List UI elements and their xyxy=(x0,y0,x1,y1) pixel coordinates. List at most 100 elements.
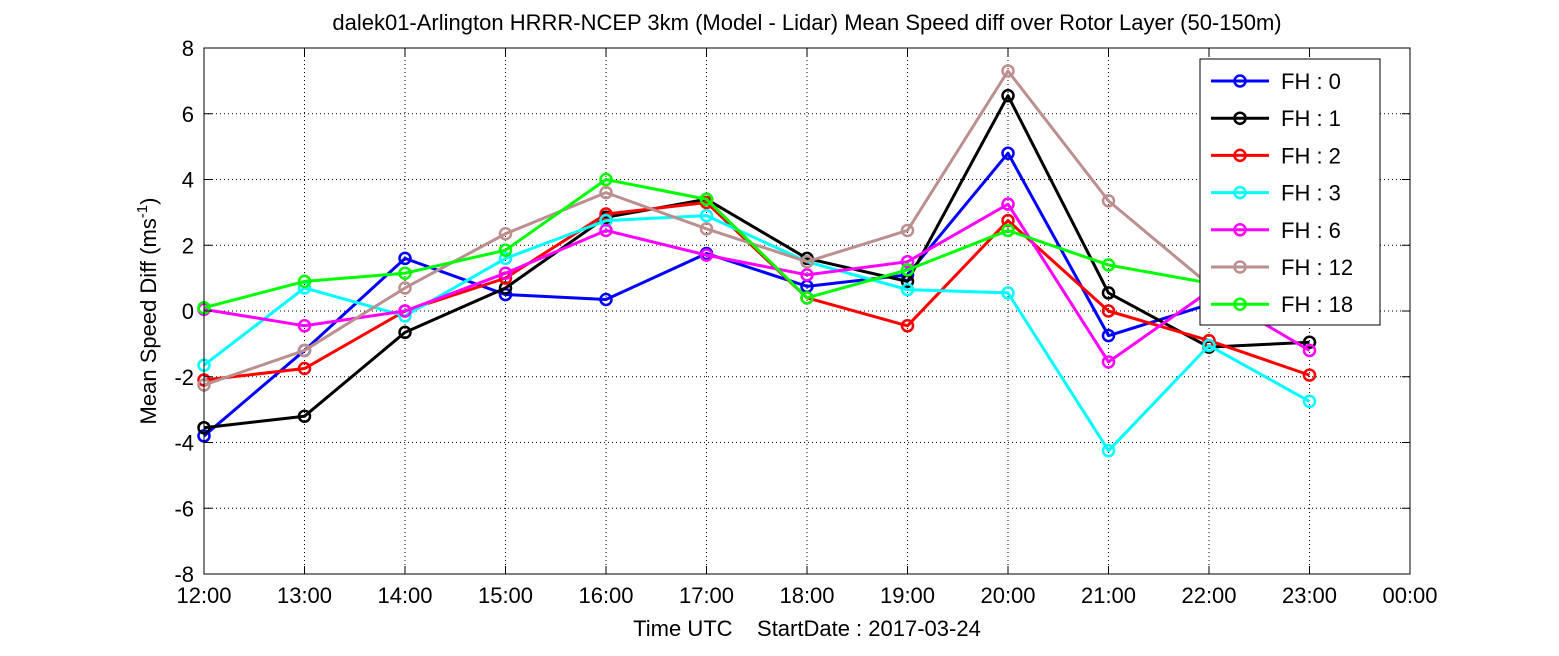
data-point xyxy=(699,222,714,236)
data-point xyxy=(1101,355,1116,369)
data-point xyxy=(900,223,915,238)
x-tick-label: 17:00 xyxy=(679,583,734,608)
series-line xyxy=(203,94,1310,430)
data-point xyxy=(1101,304,1116,318)
y-tick-label: 2 xyxy=(182,233,194,258)
x-tick-label: 18:00 xyxy=(779,583,834,608)
data-point xyxy=(699,208,714,223)
series-line xyxy=(203,178,1210,310)
y-tick-label: -4 xyxy=(174,431,194,456)
y-axis-label-main: Mean Speed Diff (ms xyxy=(136,218,161,424)
data-point xyxy=(1101,258,1116,272)
data-point xyxy=(297,361,312,376)
data-point xyxy=(297,319,312,333)
legend-swatch-marker xyxy=(1233,223,1247,237)
legend-label: FH : 6 xyxy=(1281,218,1341,243)
data-point xyxy=(1101,443,1116,458)
legend-label: FH : 2 xyxy=(1281,143,1341,168)
data-point xyxy=(1302,343,1317,358)
data-point xyxy=(1101,194,1116,208)
legend-swatch-marker xyxy=(1233,260,1247,274)
chart-title: dalek01-Arlington HRRR-NCEP 3km (Model -… xyxy=(332,10,1281,35)
series-line xyxy=(203,202,1311,364)
data-point xyxy=(599,223,613,238)
y-axis-label: Mean Speed Diff (ms-1) xyxy=(134,198,161,425)
data-point xyxy=(800,291,814,305)
data-point xyxy=(599,172,613,187)
x-tick-label: 00:00 xyxy=(1382,583,1437,608)
y-tick-label: 4 xyxy=(182,168,194,193)
y-tick-label: -2 xyxy=(174,365,194,390)
data-point xyxy=(599,292,613,307)
data-point xyxy=(900,319,915,333)
y-axis-label-tail: ) xyxy=(136,198,161,205)
data-point xyxy=(1001,286,1015,300)
data-point xyxy=(1101,328,1116,343)
data-point xyxy=(1001,64,1015,78)
series-fh-12 xyxy=(197,64,1216,392)
data-point xyxy=(699,192,714,206)
data-point xyxy=(297,343,312,358)
x-tick-label: 23:00 xyxy=(1282,583,1337,608)
data-point xyxy=(398,304,412,318)
data-point xyxy=(1001,197,1015,211)
legend-label: FH : 18 xyxy=(1281,292,1353,317)
series-fh-3 xyxy=(197,208,1317,458)
x-tick-label: 14:00 xyxy=(377,583,432,608)
data-point xyxy=(1302,368,1317,382)
data-point xyxy=(398,266,412,280)
legend-swatch-marker xyxy=(1233,148,1247,163)
series-line xyxy=(203,151,1210,438)
x-axis-label: Time UTC StartDate : 2017-03-24 xyxy=(633,616,981,641)
data-point xyxy=(498,226,513,241)
data-point xyxy=(1001,88,1015,103)
data-point xyxy=(900,254,915,269)
series-line xyxy=(203,214,1311,453)
x-tick-label: 22:00 xyxy=(1181,583,1236,608)
data-point xyxy=(1302,335,1317,349)
x-tick-labels: 12:00 13:00 14:00 15:00 16:00 17:00 18:00 19:00… xyxy=(176,583,1437,608)
data-point xyxy=(599,185,613,200)
y-tick-label: 8 xyxy=(182,36,194,61)
data-point xyxy=(800,268,814,282)
series-line xyxy=(203,69,1210,387)
data-point xyxy=(297,274,312,289)
y-axis-label-unit-exponent: -1 xyxy=(134,205,151,218)
data-point xyxy=(800,254,814,269)
legend-swatch-marker xyxy=(1233,111,1247,125)
x-tick-label: 21:00 xyxy=(1081,583,1136,608)
data-point xyxy=(498,266,513,280)
y-tick-label: 6 xyxy=(182,102,194,127)
x-tick-label: 16:00 xyxy=(578,583,633,608)
legend-swatch-marker xyxy=(1233,185,1247,200)
legend-swatch-marker xyxy=(1233,297,1247,311)
data-point xyxy=(498,243,513,257)
x-tick-label: 19:00 xyxy=(880,583,935,608)
data-point xyxy=(498,251,513,266)
data-point xyxy=(398,325,412,340)
legend-label: FH : 3 xyxy=(1281,181,1341,206)
data-point xyxy=(900,282,915,297)
y-tick-label: -6 xyxy=(174,496,194,521)
y-tick-labels: 8 6 4 2 0 -2 -4 -6 -8 xyxy=(174,36,194,587)
data-point xyxy=(1302,394,1317,409)
x-tick-label: 12:00 xyxy=(176,583,231,608)
legend-label: FH : 1 xyxy=(1281,106,1341,131)
data-point xyxy=(1001,223,1015,238)
data-point xyxy=(1202,338,1216,353)
ticks xyxy=(203,47,1411,575)
data-point xyxy=(297,409,312,423)
data-point xyxy=(699,248,714,262)
legend-label: FH : 0 xyxy=(1281,69,1341,94)
x-tick-label: 15:00 xyxy=(478,583,533,608)
legend: FH : 0 FH : 1 FH : 2 FH : 3 FH : 6 FH : 12 FH … xyxy=(1199,58,1381,326)
y-tick-label: -8 xyxy=(174,562,194,587)
data-point xyxy=(398,251,412,266)
data-point xyxy=(900,263,915,277)
x-tick-label: 20:00 xyxy=(980,583,1035,608)
data-point xyxy=(398,281,412,295)
data-point xyxy=(1101,286,1116,300)
y-tick-label: 0 xyxy=(182,299,194,324)
x-tick-label: 13:00 xyxy=(277,583,332,608)
